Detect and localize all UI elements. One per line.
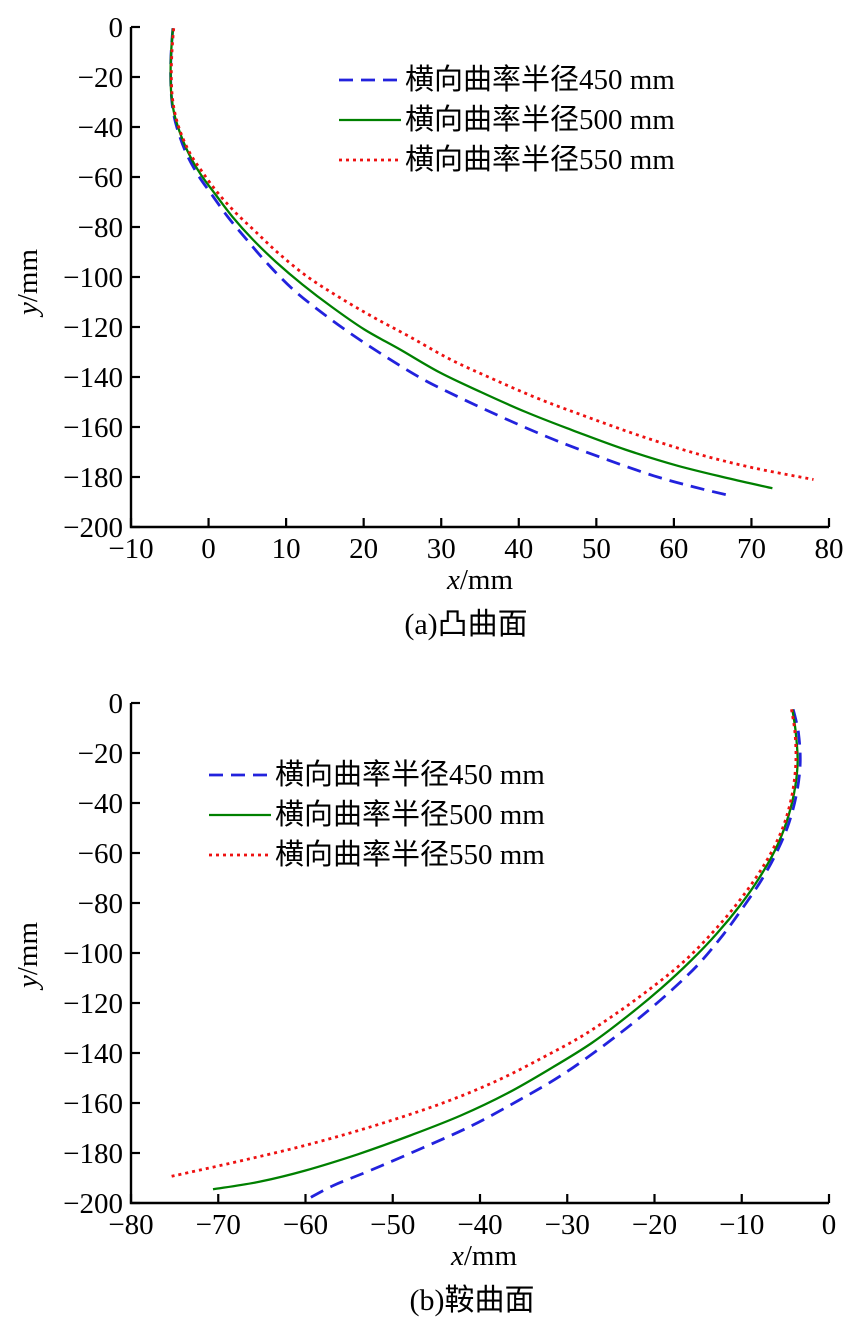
y-tick-label: −60 [78,838,123,870]
y-tick-label: −80 [78,888,123,920]
y-tick-label: −140 [63,1038,123,1070]
x-tick-label: 70 [737,533,766,565]
x-tick-label: −20 [632,1209,677,1241]
y-tick-label: −180 [63,462,123,494]
x-tick-label: −60 [283,1209,328,1241]
legend-item-450mm-b: 横向曲率半径450 mm [208,755,545,795]
plot-b-x-axis-label: x/mm [384,1238,584,1274]
x-tick-label: 20 [349,533,378,565]
y-tick-label: −200 [63,1188,123,1220]
plot-a-x-var: x [446,564,460,596]
plot-a-caption: (a)凸曲面 [404,608,528,641]
x-tick-label: 60 [659,533,688,565]
legend-label-550mm: 横向曲率半径550 mm [405,144,675,176]
y-tick-label: −100 [63,938,123,970]
x-tick-label: −80 [108,1209,153,1241]
x-tick-label: 10 [272,533,301,565]
legend-solid-line-icon [339,118,401,122]
x-tick-label: 0 [822,1209,837,1241]
legend-label-500mm: 横向曲率半径500 mm [405,104,675,136]
x-tick-label: −10 [108,533,153,565]
y-tick-label: −60 [78,162,123,194]
legend-solid-line-icon [209,813,271,817]
plot-b-x-var: x [450,1240,464,1272]
x-tick-label: −10 [719,1209,764,1241]
y-tick-label: −200 [63,512,123,544]
plot-b-x-unit: /mm [463,1240,518,1272]
y-tick-label: 0 [109,12,124,44]
plot-a-y-unit: /mm [12,248,44,303]
y-tick-label: −20 [78,738,123,770]
x-tick-label: 80 [815,533,844,565]
legend-dotted-line-icon [209,853,271,857]
x-tick-label: 40 [504,533,533,565]
plot-a-curve-dotted [169,28,814,481]
x-tick-label: −40 [457,1209,502,1241]
y-tick-label: −100 [63,262,123,294]
y-tick-label: −140 [63,362,123,394]
plot-a-x-unit: /mm [459,564,514,596]
legend-label-450mm: 横向曲率半径450 mm [275,759,545,791]
plot-a-legend: 横向曲率半径450 mm 横向曲率半径500 mm 横向曲率半径550 mm [338,60,675,180]
legend-item-500mm-a: 横向曲率半径500 mm [338,100,675,140]
x-tick-label: 50 [582,533,611,565]
x-tick-label: 0 [201,533,216,565]
plot-a-x-axis-label: x/mm [380,562,580,598]
legend-item-550mm-a: 横向曲率半径550 mm [338,140,675,180]
plot-a-y-axis-label: y/mm [7,212,49,352]
legend-label-550mm: 横向曲率半径550 mm [275,839,545,871]
plot-b-curve-dotted [169,709,798,1179]
legend-dashed-line-icon [209,773,271,777]
y-tick-label: −160 [63,1088,123,1120]
legend-dashed-line-icon [339,78,401,82]
y-tick-label: −40 [78,788,123,820]
plot-a-curve-dashed [169,28,731,498]
plot-b-curve-solid [212,709,799,1191]
y-tick-label: −40 [78,112,123,144]
legend-item-550mm-b: 横向曲率半径550 mm [208,835,545,875]
y-tick-label: −160 [63,412,123,444]
plot-b: −80 −70 −60 −50 −40 −30 −20 −10 00−20−40−60−80−1… [63,688,836,1241]
plot-b-y-var: y [12,975,44,989]
x-tick-label: 30 [427,533,456,565]
legend-label-450mm: 横向曲率半径450 mm [405,64,675,96]
legend-item-500mm-b: 横向曲率半径500 mm [208,795,545,835]
plot-b-y-axis-label: y/mm [7,885,49,1025]
y-tick-label: −120 [63,312,123,344]
y-tick-label: −80 [78,212,123,244]
plot-a-y-var: y [12,302,44,316]
legend-item-450mm-a: 横向曲率半径450 mm [338,60,675,100]
legend-label-500mm: 横向曲率半径500 mm [275,799,545,831]
x-tick-label: −70 [196,1209,241,1241]
y-tick-label: −20 [78,62,123,94]
plot-a: −10 0 10 20 30 40 50 60 70 800−20−40−60−80−100−12… [63,12,843,565]
plot-b-caption: (b)鞍曲面 [409,1284,535,1317]
plot-b-legend: 横向曲率半径450 mm 横向曲率半径500 mm 横向曲率半径550 mm [208,755,545,875]
y-tick-label: −180 [63,1138,123,1170]
y-tick-label: 0 [109,688,124,720]
y-tick-label: −120 [63,988,123,1020]
x-tick-label: −50 [370,1209,415,1241]
plot-b-y-unit: /mm [12,921,44,976]
legend-dotted-line-icon [339,158,401,162]
x-tick-label: −30 [545,1209,590,1241]
